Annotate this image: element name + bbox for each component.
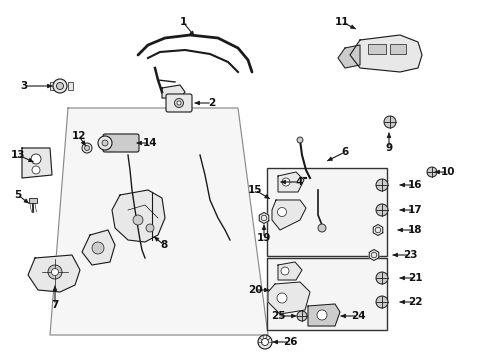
Circle shape (174, 99, 183, 108)
Polygon shape (307, 304, 339, 326)
Circle shape (316, 310, 326, 320)
Circle shape (375, 179, 387, 191)
Text: 10: 10 (440, 167, 454, 177)
Bar (50, 82, 55, 90)
Text: 24: 24 (350, 311, 365, 321)
Circle shape (296, 311, 306, 321)
Circle shape (57, 82, 63, 90)
Circle shape (92, 242, 104, 254)
Text: 2: 2 (208, 98, 215, 108)
Text: 21: 21 (407, 273, 421, 283)
Circle shape (282, 178, 289, 186)
Circle shape (31, 154, 41, 164)
Bar (68, 82, 73, 90)
FancyBboxPatch shape (103, 134, 139, 152)
Text: 22: 22 (407, 297, 421, 307)
Text: 6: 6 (341, 147, 348, 157)
Polygon shape (28, 255, 80, 292)
Circle shape (261, 338, 268, 346)
Text: 25: 25 (270, 311, 285, 321)
Polygon shape (162, 85, 184, 98)
Circle shape (32, 166, 40, 174)
Circle shape (281, 267, 288, 275)
Polygon shape (50, 108, 267, 335)
Bar (367, 44, 385, 54)
Polygon shape (259, 212, 268, 224)
Polygon shape (372, 225, 382, 235)
Circle shape (375, 296, 387, 308)
Circle shape (277, 207, 286, 216)
Text: 5: 5 (14, 190, 21, 200)
Circle shape (82, 143, 92, 153)
Polygon shape (368, 249, 378, 261)
Text: 4: 4 (295, 177, 302, 187)
Circle shape (375, 204, 387, 216)
Text: 17: 17 (407, 205, 422, 215)
Circle shape (258, 335, 271, 349)
Circle shape (51, 269, 59, 275)
Text: 15: 15 (247, 185, 262, 195)
Circle shape (146, 224, 154, 232)
Text: 8: 8 (160, 240, 167, 250)
Circle shape (133, 215, 142, 225)
Circle shape (383, 116, 395, 128)
Text: 18: 18 (407, 225, 421, 235)
Polygon shape (267, 282, 309, 314)
Text: 7: 7 (51, 300, 59, 310)
Text: 1: 1 (179, 17, 186, 27)
Polygon shape (82, 230, 115, 265)
Circle shape (48, 265, 62, 279)
Text: 26: 26 (282, 337, 297, 347)
Text: 12: 12 (72, 131, 86, 141)
Bar (389, 44, 405, 54)
Polygon shape (22, 148, 52, 178)
Text: 11: 11 (334, 17, 348, 27)
Polygon shape (337, 45, 359, 68)
Circle shape (177, 101, 181, 105)
Text: 19: 19 (256, 233, 271, 243)
Bar (266, 168, 386, 256)
Polygon shape (278, 172, 304, 192)
Circle shape (98, 136, 112, 150)
Text: 9: 9 (385, 143, 392, 153)
Text: 20: 20 (247, 285, 262, 295)
Circle shape (426, 167, 436, 177)
Text: 13: 13 (11, 150, 25, 160)
Text: 3: 3 (20, 81, 27, 91)
Text: 23: 23 (402, 250, 416, 260)
Text: 16: 16 (407, 180, 421, 190)
Text: 14: 14 (142, 138, 157, 148)
Polygon shape (271, 200, 305, 230)
Circle shape (84, 145, 89, 150)
Circle shape (276, 293, 286, 303)
Circle shape (375, 272, 387, 284)
Circle shape (296, 137, 303, 143)
Circle shape (102, 140, 108, 146)
Polygon shape (278, 262, 302, 280)
Bar (266, 258, 386, 330)
Polygon shape (349, 35, 421, 72)
FancyBboxPatch shape (165, 94, 192, 112)
Bar (29, 198, 37, 203)
Circle shape (53, 79, 67, 93)
Circle shape (317, 224, 325, 232)
Polygon shape (112, 190, 164, 242)
